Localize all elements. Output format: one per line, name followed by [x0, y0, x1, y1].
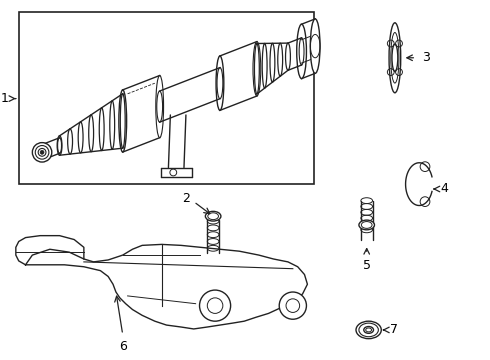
Text: 1: 1: [1, 92, 9, 105]
Text: 7: 7: [390, 323, 398, 337]
Circle shape: [199, 290, 231, 321]
Circle shape: [40, 150, 44, 154]
Bar: [19, 12, 314, 184]
Circle shape: [279, 292, 306, 319]
Ellipse shape: [389, 23, 401, 93]
Ellipse shape: [356, 321, 381, 339]
Text: 4: 4: [441, 183, 448, 195]
Circle shape: [32, 143, 52, 162]
Text: 3: 3: [422, 51, 430, 64]
Text: 6: 6: [119, 339, 127, 353]
Text: 2: 2: [182, 192, 190, 205]
Ellipse shape: [359, 220, 374, 230]
Ellipse shape: [205, 211, 221, 221]
Ellipse shape: [310, 19, 320, 73]
Text: 5: 5: [363, 259, 371, 272]
